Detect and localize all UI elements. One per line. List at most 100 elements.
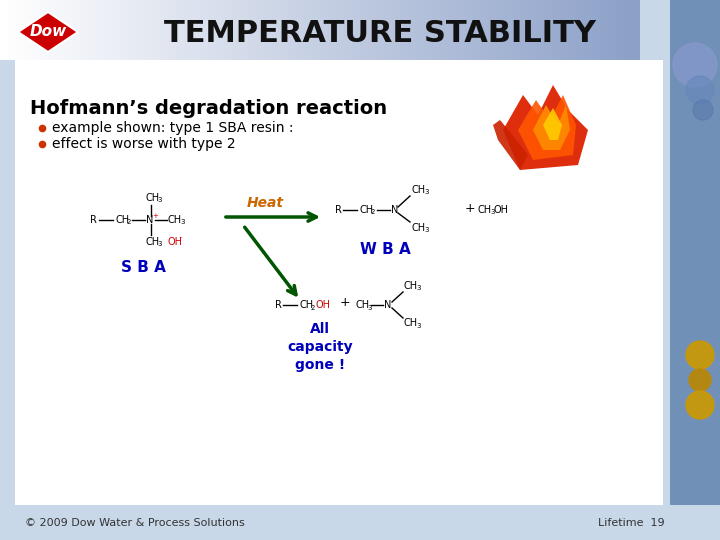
Bar bbox=[536, 0, 544, 60]
Text: 3: 3 bbox=[416, 286, 420, 292]
Text: N: N bbox=[384, 300, 392, 310]
Bar bbox=[176, 0, 184, 60]
Bar bbox=[240, 0, 248, 60]
Text: effect is worse with type 2: effect is worse with type 2 bbox=[52, 137, 235, 151]
Bar bbox=[64, 0, 72, 60]
Bar bbox=[568, 0, 576, 60]
Text: 3: 3 bbox=[416, 322, 420, 328]
Polygon shape bbox=[518, 95, 576, 160]
Text: 2: 2 bbox=[127, 219, 131, 226]
Text: S B A: S B A bbox=[120, 260, 166, 275]
Text: +: + bbox=[152, 213, 158, 219]
Text: Dow: Dow bbox=[30, 24, 67, 38]
Bar bbox=[48, 0, 56, 60]
Bar bbox=[136, 0, 144, 60]
Circle shape bbox=[686, 341, 714, 369]
Bar bbox=[344, 0, 352, 60]
Bar bbox=[152, 0, 160, 60]
Text: Heat: Heat bbox=[246, 196, 284, 210]
Text: CH: CH bbox=[412, 185, 426, 195]
Polygon shape bbox=[543, 108, 562, 140]
Bar bbox=[32, 0, 40, 60]
Bar bbox=[512, 0, 520, 60]
Bar bbox=[432, 0, 440, 60]
Circle shape bbox=[689, 369, 711, 391]
Bar bbox=[424, 0, 432, 60]
Bar bbox=[288, 0, 296, 60]
Bar bbox=[320, 0, 328, 60]
Text: CH: CH bbox=[355, 300, 369, 310]
Bar bbox=[632, 0, 640, 60]
Text: OH: OH bbox=[494, 205, 509, 215]
Text: Lifetime  19: Lifetime 19 bbox=[598, 518, 665, 528]
Text: OH: OH bbox=[315, 300, 330, 310]
Text: 3: 3 bbox=[367, 305, 372, 310]
Text: R: R bbox=[90, 215, 97, 225]
Bar bbox=[384, 0, 392, 60]
Bar bbox=[272, 0, 280, 60]
Bar bbox=[592, 0, 600, 60]
Bar bbox=[400, 0, 408, 60]
Bar bbox=[560, 0, 568, 60]
Text: CH: CH bbox=[145, 237, 159, 247]
Bar bbox=[104, 0, 112, 60]
Bar bbox=[520, 0, 528, 60]
Text: CH: CH bbox=[412, 223, 426, 233]
Text: CH: CH bbox=[145, 193, 159, 203]
Text: OH: OH bbox=[167, 237, 182, 247]
Bar bbox=[144, 0, 152, 60]
Bar bbox=[8, 0, 16, 60]
Bar bbox=[248, 0, 256, 60]
Text: 3: 3 bbox=[157, 198, 161, 204]
Circle shape bbox=[686, 391, 714, 419]
Bar bbox=[296, 0, 304, 60]
Text: example shown: type 1 SBA resin :: example shown: type 1 SBA resin : bbox=[52, 121, 294, 135]
Bar bbox=[80, 0, 88, 60]
Bar bbox=[464, 0, 472, 60]
Text: CH: CH bbox=[478, 205, 492, 215]
Bar bbox=[128, 0, 136, 60]
Bar bbox=[280, 0, 288, 60]
Text: 2: 2 bbox=[311, 305, 315, 310]
Text: 3: 3 bbox=[180, 219, 184, 226]
Text: TEMPERATURE STABILITY: TEMPERATURE STABILITY bbox=[164, 18, 596, 48]
Text: 2: 2 bbox=[371, 210, 375, 215]
Bar bbox=[264, 0, 272, 60]
Bar bbox=[160, 0, 168, 60]
Text: R: R bbox=[275, 300, 282, 310]
Circle shape bbox=[673, 43, 717, 87]
Text: CH: CH bbox=[168, 215, 182, 225]
Bar bbox=[40, 0, 48, 60]
Text: CH: CH bbox=[299, 300, 313, 310]
Text: CH: CH bbox=[115, 215, 129, 225]
Text: R: R bbox=[335, 205, 342, 215]
Bar bbox=[376, 0, 384, 60]
Bar bbox=[496, 0, 504, 60]
Bar bbox=[576, 0, 584, 60]
Text: CH: CH bbox=[359, 205, 373, 215]
Bar bbox=[256, 0, 264, 60]
Bar bbox=[184, 0, 192, 60]
Bar bbox=[552, 0, 560, 60]
Bar bbox=[600, 0, 608, 60]
Text: 3: 3 bbox=[157, 241, 161, 247]
Circle shape bbox=[686, 76, 714, 104]
Bar bbox=[480, 0, 488, 60]
Bar bbox=[192, 0, 200, 60]
Bar bbox=[448, 0, 456, 60]
Bar bbox=[312, 0, 320, 60]
Bar bbox=[392, 0, 400, 60]
Bar bbox=[608, 0, 616, 60]
Text: CH: CH bbox=[404, 318, 418, 328]
Bar bbox=[352, 0, 360, 60]
Text: 3: 3 bbox=[424, 227, 428, 233]
Bar bbox=[216, 0, 224, 60]
Text: All
capacity
gone !: All capacity gone ! bbox=[287, 322, 353, 373]
Bar bbox=[456, 0, 464, 60]
Bar bbox=[616, 0, 624, 60]
Text: Hofmann’s degradation reaction: Hofmann’s degradation reaction bbox=[30, 98, 387, 118]
Text: 3: 3 bbox=[490, 210, 495, 215]
Bar bbox=[440, 0, 448, 60]
Text: © 2009 Dow Water & Process Solutions: © 2009 Dow Water & Process Solutions bbox=[25, 518, 245, 528]
Bar bbox=[112, 0, 120, 60]
